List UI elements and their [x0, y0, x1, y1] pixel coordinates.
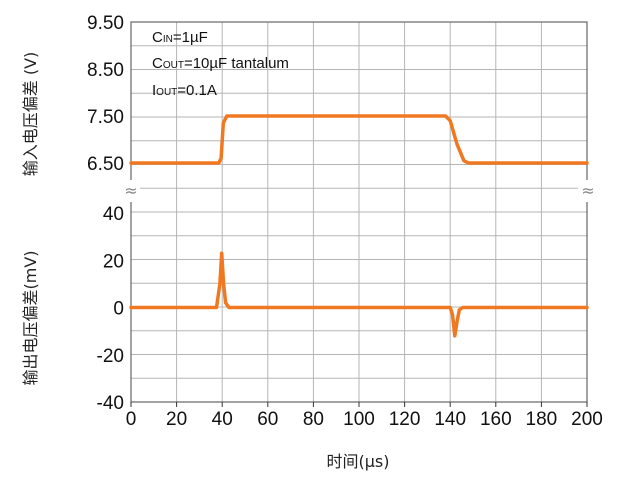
x-tick-label: 120: [389, 409, 421, 430]
x-tick-label: 200: [571, 409, 603, 430]
y-axis-title-upper: 输入电压偏差 (V): [21, 52, 40, 177]
y-upper-tick-label: 6.50: [87, 154, 124, 175]
y-lower-tick-label: -20: [97, 346, 124, 367]
x-tick-label: 40: [212, 409, 233, 430]
axis-breaks: ≈ ≈: [120, 180, 598, 202]
axis-titles: 时间(µs) 输入电压偏差 (V) 输出电压偏差(mV): [21, 52, 390, 471]
axis-break-mask-right: [578, 180, 598, 202]
tick-labels: 0 20 40 60 80 100 120 140 160 180 2009.508.507.506…: [87, 13, 603, 430]
y-upper-tick-label: 8.50: [87, 60, 124, 81]
annotation-line: IOUT=0.1A: [152, 82, 217, 99]
x-tick-label: 0: [126, 409, 137, 430]
axis-break-mask-left: [120, 180, 140, 202]
x-tick-label: 160: [480, 409, 512, 430]
x-tick-label: 60: [257, 409, 278, 430]
y-axis-title-lower: 输出电压偏差(mV): [21, 250, 40, 385]
x-tick-label: 140: [434, 409, 466, 430]
grid: [130, 21, 588, 407]
series-line-upper: [129, 114, 589, 165]
y-lower-tick-label: 0: [113, 299, 124, 320]
axis-break-left: ≈: [124, 181, 137, 200]
x-tick-label: 100: [343, 409, 375, 430]
axis-break-right: ≈: [581, 181, 594, 200]
annotation-line: CIN=1µF: [152, 29, 208, 46]
annotation-line: COUT=10µF tantalum: [152, 55, 289, 72]
x-tick-label: 80: [303, 409, 324, 430]
series-line-lower: [129, 251, 589, 338]
y-lower-tick-label: 20: [103, 251, 124, 272]
y-upper-tick-label: 7.50: [87, 107, 124, 128]
x-tick-label: 180: [526, 409, 558, 430]
y-lower-tick-label: 40: [103, 204, 124, 225]
legend-annotation: CIN=1µF COUT=10µF tantalum IOUT=0.1A: [152, 29, 289, 99]
x-axis-title: 时间(µs): [326, 452, 389, 471]
x-tick-label: 20: [166, 409, 187, 430]
y-upper-tick-label: 9.50: [87, 13, 124, 34]
y-lower-tick-label: -40: [97, 393, 124, 414]
series-lines: [129, 114, 589, 338]
